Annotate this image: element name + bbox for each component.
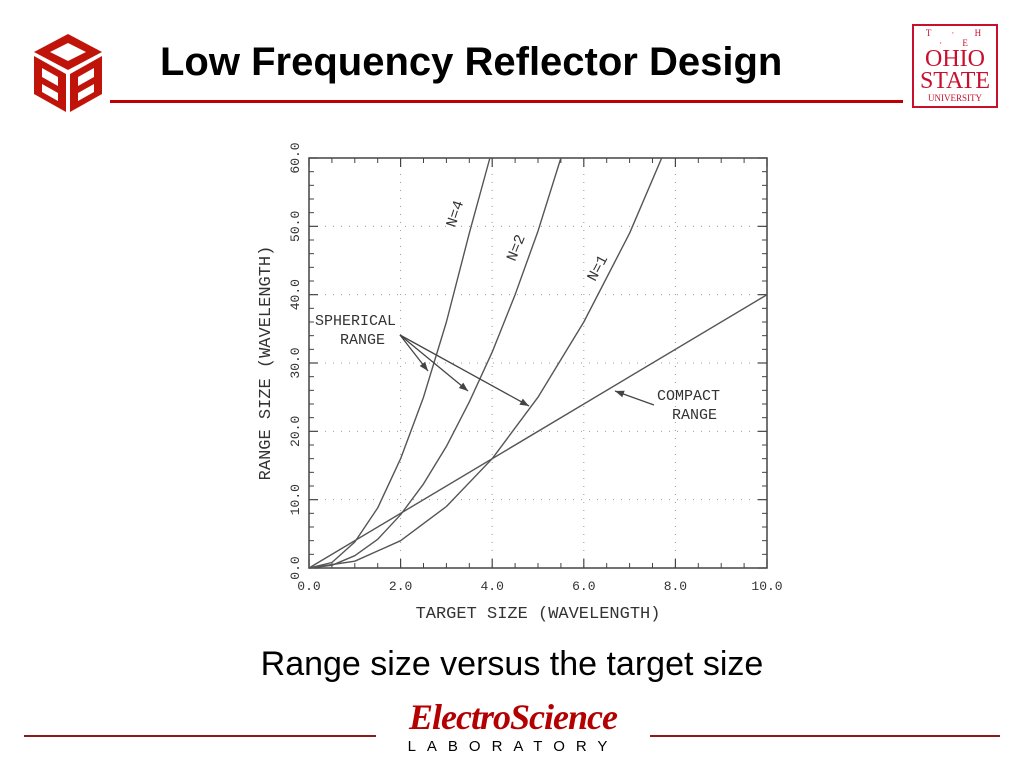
y-tick-label: 30.0	[288, 347, 303, 378]
y-tick-label: 10.0	[288, 484, 303, 515]
cee-logo	[34, 34, 102, 112]
electroscience-logo: ElectroScience LABORATORY	[388, 697, 638, 755]
osu-logo-the: T · H · E	[925, 28, 991, 48]
spherical-range-arrows	[399, 334, 530, 407]
x-tick-label: 2.0	[389, 579, 412, 594]
electroscience-logo-name: ElectroScience	[409, 697, 618, 737]
annotation-compact-line1: COMPACT	[657, 388, 720, 405]
compact-range-arrow	[614, 390, 655, 406]
series-line-n2	[308, 157, 562, 569]
osu-logo-state: STATE	[919, 68, 991, 94]
x-tick-labels: 0.0 2.0 4.0 6.0 8.0 10.0	[297, 579, 782, 594]
spherical-arrow-n2-head	[458, 382, 468, 391]
y-tick-label: 20.0	[288, 416, 303, 447]
osu-logo-ohio: OHIO	[925, 46, 985, 72]
spherical-arrow-n4-head	[419, 361, 428, 371]
series-line-compact-range	[308, 294, 768, 569]
annotation-spherical-line2: RANGE	[340, 332, 385, 349]
bottom-rule-right	[650, 735, 1000, 737]
series-label-n4: N=4	[444, 199, 469, 230]
y-tick-label: 60.0	[288, 142, 303, 173]
y-tick-labels: 0.0 10.0 20.0 30.0 40.0 50.0 60.0	[288, 142, 303, 579]
y-tick-label: 0.0	[288, 556, 303, 579]
x-tick-label: 0.0	[297, 579, 320, 594]
x-tick-label: 6.0	[572, 579, 595, 594]
figure-caption: Range size versus the target size	[260, 645, 764, 683]
compact-arrow-line-head	[615, 390, 625, 398]
x-axis-label: TARGET SIZE (WAVELENGTH)	[416, 605, 661, 624]
spherical-arrow-n2	[399, 334, 469, 392]
slide-title: Low Frequency Reflector Design	[160, 40, 783, 84]
spherical-arrow-n1-head	[519, 398, 529, 406]
title-rule	[110, 100, 903, 103]
bottom-rule-left	[24, 735, 376, 737]
series-label-n1: N=1	[584, 253, 612, 285]
annotation-compact-line2: RANGE	[672, 407, 717, 424]
spherical-arrow-n1	[399, 334, 530, 407]
y-axis-label: RANGE SIZE (WAVELENGTH)	[257, 246, 276, 481]
y-tick-label: 40.0	[288, 279, 303, 310]
series-label-n2: N=2	[504, 232, 530, 263]
chart-series	[308, 157, 768, 569]
x-tick-label: 4.0	[480, 579, 503, 594]
series-line-n4	[308, 157, 491, 569]
range-size-chart: 0.0 2.0 4.0 6.0 8.0 10.0 0.0 10.0 20.0 30.0 40.0 5…	[257, 142, 783, 624]
osu-logo: T · H · E OHIO STATE UNIVERSITY	[912, 24, 998, 108]
y-tick-label: 50.0	[288, 211, 303, 242]
chart-ticks	[308, 157, 768, 569]
annotation-spherical-line1: SPHERICAL	[315, 313, 396, 330]
electroscience-logo-sub: LABORATORY	[407, 738, 619, 755]
x-tick-label: 10.0	[751, 579, 782, 594]
osu-logo-university: UNIVERSITY	[928, 93, 982, 103]
x-tick-label: 8.0	[664, 579, 687, 594]
